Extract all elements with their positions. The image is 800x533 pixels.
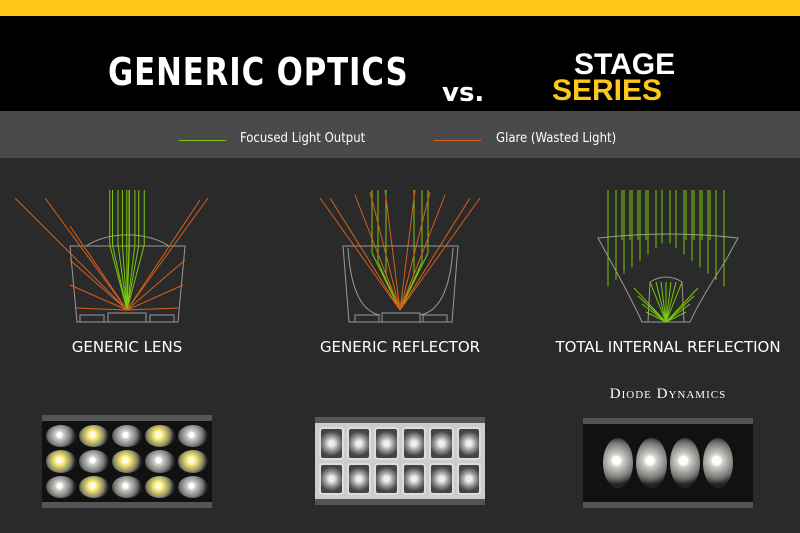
caption-tir: TOTAL INTERNAL REFLECTION <box>555 338 781 356</box>
focused-ray <box>655 281 667 323</box>
focused-ray <box>665 287 699 323</box>
led-optic <box>178 425 208 448</box>
focused-ray <box>126 244 130 311</box>
glare-ray <box>69 259 128 311</box>
led-optic <box>603 438 634 488</box>
lens-dome <box>85 234 170 247</box>
led-optic <box>178 475 208 498</box>
glare-ray <box>69 284 128 311</box>
lens-housing <box>69 245 186 323</box>
glare-ray <box>384 189 401 311</box>
focused-ray <box>121 244 128 311</box>
glare-ray <box>329 197 401 311</box>
glare-ray <box>126 259 186 311</box>
glare-ray <box>126 197 209 311</box>
led-optic <box>46 425 76 448</box>
glare-ray <box>354 194 401 311</box>
led-optic <box>112 425 142 448</box>
led-optic <box>46 475 76 498</box>
focused-ray <box>645 311 667 323</box>
legend-swatch-focused <box>179 140 226 141</box>
led-optic <box>669 438 700 488</box>
focused-ray <box>665 311 687 323</box>
led-optic <box>79 475 109 498</box>
led-optic <box>429 462 454 495</box>
glare-ray <box>69 225 128 311</box>
reflector-housing <box>342 245 459 323</box>
led-optic <box>374 462 399 495</box>
focused-ray <box>660 281 667 323</box>
led-optic <box>145 475 175 498</box>
top-accent-bar <box>0 0 800 16</box>
caption-generic-lens: GENERIC LENS <box>71 338 183 356</box>
led-optic <box>401 427 426 460</box>
glare-ray <box>369 191 401 311</box>
led-optic <box>429 427 454 460</box>
header: GENERIC OPTICS vs. STAGE SERIES <box>0 16 800 111</box>
led-optic <box>79 425 109 448</box>
led-optic <box>374 427 399 460</box>
glare-ray <box>126 307 181 311</box>
caption-generic-reflector: GENERIC REFLECTOR <box>319 338 481 356</box>
glare-ray <box>399 197 481 311</box>
led-optic <box>346 427 371 460</box>
focused-ray <box>399 252 429 311</box>
led-optic <box>178 450 208 473</box>
legend-swatch-glare <box>434 140 481 141</box>
optics-diagrams <box>14 189 739 323</box>
glare-ray <box>399 189 416 311</box>
focused-ray <box>633 287 667 323</box>
focused-ray <box>649 281 667 323</box>
generic-reflector-diagram <box>342 245 459 323</box>
focused-ray <box>126 244 145 311</box>
led-optic <box>346 462 371 495</box>
led-optic <box>79 450 109 473</box>
led-optic <box>702 438 733 488</box>
focused-ray <box>126 244 136 311</box>
glare-ray <box>74 307 128 311</box>
glare-ray <box>126 199 201 311</box>
generic-lens-diagram <box>69 234 186 323</box>
focused-ray <box>665 281 677 323</box>
glare-ray <box>319 197 401 311</box>
led-optic <box>112 450 142 473</box>
led-optic <box>145 425 175 448</box>
generic-lens-light-bar-photo <box>42 415 212 508</box>
glare-ray <box>399 197 471 311</box>
led-optic <box>456 462 481 495</box>
focused-ray <box>665 281 683 323</box>
led-optic <box>46 450 76 473</box>
led-optic <box>636 438 667 488</box>
led-optic <box>319 427 344 460</box>
brand-label: Diode Dynamics <box>609 386 727 402</box>
glare-ray <box>399 191 431 311</box>
stage-series-light-bar-photo <box>583 418 753 508</box>
generic-reflector-light-bar-photo <box>315 417 485 505</box>
legend: Focused Light Output Glare (Wasted Light… <box>0 111 800 158</box>
stage-series-logo: STAGE SERIES <box>552 48 676 107</box>
focused-ray <box>665 303 691 323</box>
glare-ray <box>14 197 128 311</box>
led-optic <box>319 462 344 495</box>
focused-ray <box>641 303 667 323</box>
legend-label-glare: Glare (Wasted Light) <box>496 131 617 146</box>
focused-ray <box>126 244 140 311</box>
focused-ray <box>117 244 128 311</box>
glare-ray <box>126 284 184 311</box>
led-optic <box>145 450 175 473</box>
led-optic <box>401 462 426 495</box>
focused-ray <box>665 281 672 323</box>
led-optic <box>456 427 481 460</box>
glare-ray <box>399 194 446 311</box>
focused-ray <box>112 244 128 311</box>
vs-label: vs. <box>442 78 485 108</box>
page-title: GENERIC OPTICS <box>108 50 409 94</box>
glare-ray <box>44 197 128 311</box>
led-optic <box>112 475 142 498</box>
legend-label-focused: Focused Light Output <box>240 131 366 146</box>
